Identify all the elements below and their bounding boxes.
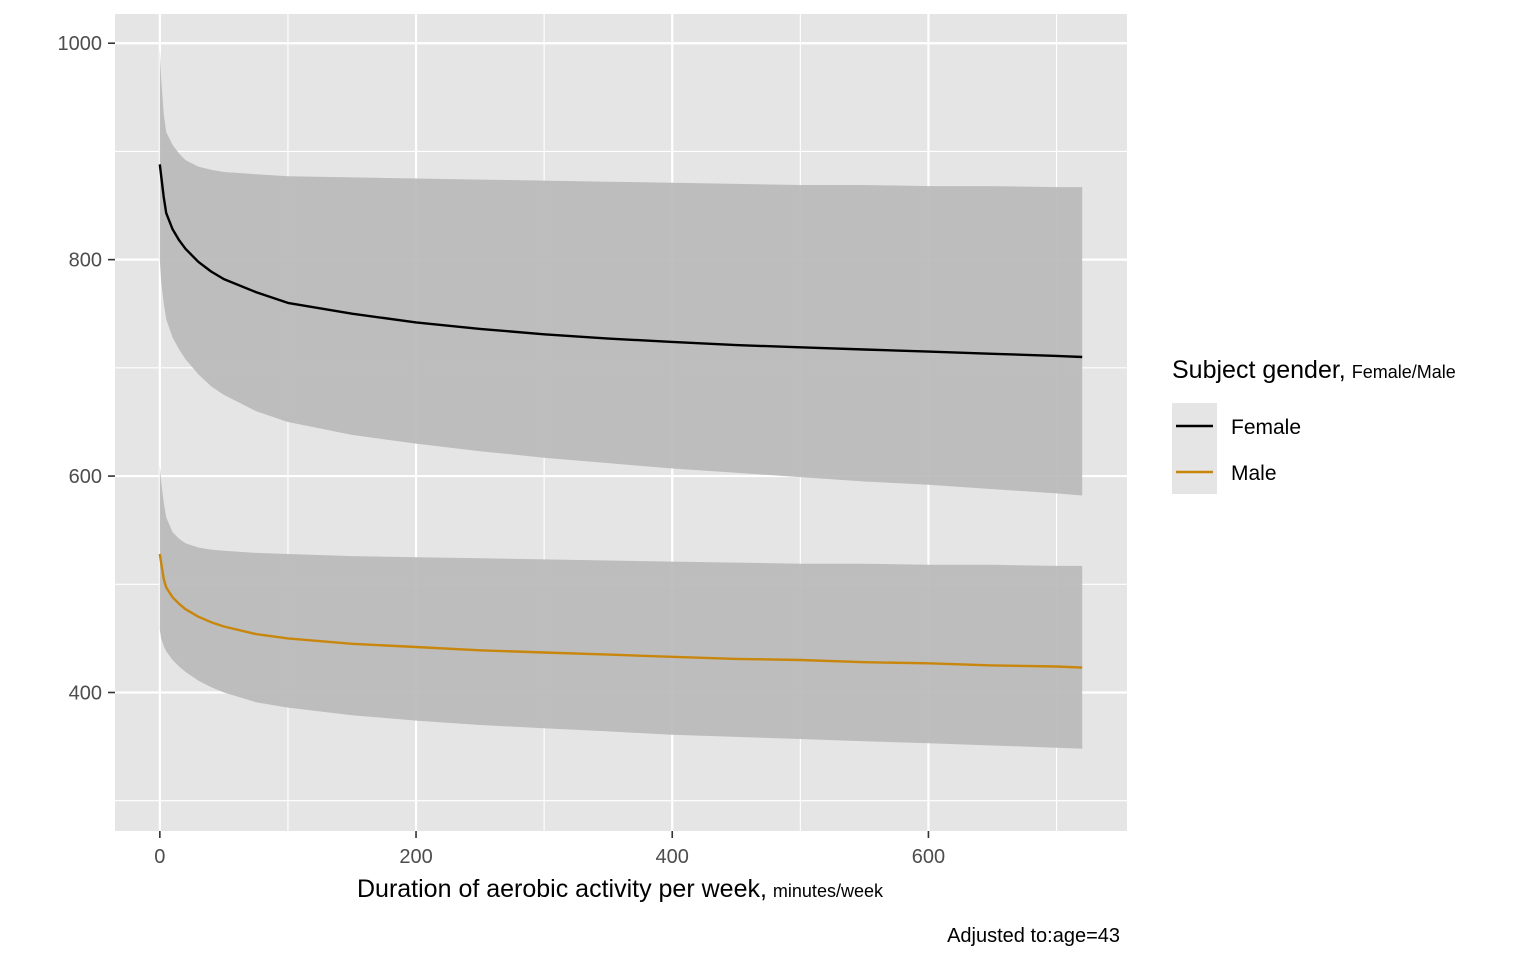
x-axis-title-unit: minutes/week — [773, 881, 884, 901]
tick-labels: 0 200 400 600 400 600 800 1000 — [58, 33, 946, 868]
y-tick-label-1000: 1000 — [58, 33, 103, 55]
caption: Adjusted to:age=43 — [947, 925, 1120, 947]
legend-title-main: Subject gender, — [1172, 356, 1346, 384]
x-tick-label-400: 400 — [656, 846, 689, 868]
ribbon-female — [159, 48, 1083, 496]
x-tick-label-600: 600 — [912, 846, 945, 868]
y-tick-label-600: 600 — [69, 466, 102, 488]
legend-key-background — [1172, 403, 1217, 494]
line-male — [158, 553, 1083, 669]
axis-ticks — [108, 42, 930, 838]
legend-label-female: Female — [1231, 416, 1301, 439]
legend-label-male: Male — [1231, 462, 1277, 485]
x-axis-title: Duration of aerobic activity per week, mi… — [357, 875, 884, 903]
legend-entries: Female Male — [1176, 416, 1301, 485]
x-tick-label-0: 0 — [154, 846, 165, 868]
confidence-ribbons — [159, 48, 1083, 749]
legend-title-sub: Female/Male — [1352, 362, 1456, 382]
legend-title: Subject gender, Female/Male — [1172, 356, 1456, 384]
x-axis-title-main: Duration of aerobic activity per week, — [357, 875, 767, 903]
y-tick-label-400: 400 — [69, 682, 102, 704]
line-female — [158, 164, 1083, 359]
legend: Subject gender, Female/Male Female Male — [1172, 356, 1456, 494]
series-lines — [158, 164, 1083, 669]
ribbon-male — [159, 465, 1083, 749]
x-tick-label-200: 200 — [399, 846, 432, 868]
y-tick-label-800: 800 — [69, 250, 102, 272]
